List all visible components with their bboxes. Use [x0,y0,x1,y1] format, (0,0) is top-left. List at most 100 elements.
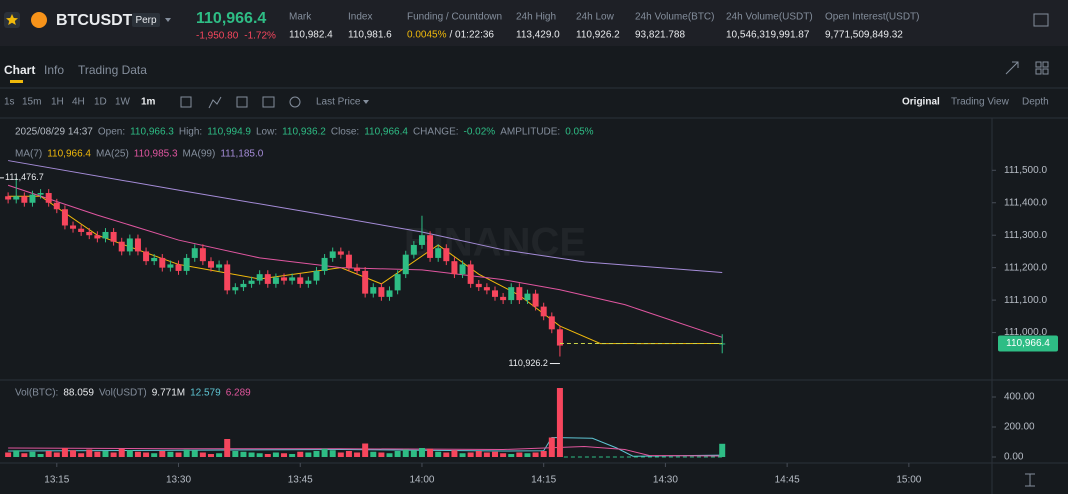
volume-bar [410,450,417,457]
candle-body [435,248,442,258]
candle-body [394,274,401,291]
calendar-button[interactable] [180,96,192,108]
price-type[interactable]: Last Price [316,97,361,108]
candle-body [492,290,498,297]
x-tick-label: 13:15 [44,475,69,486]
vol-ma-value: 6.289 [226,388,251,399]
candle-body [29,194,36,203]
ma-line [7,184,723,338]
candle-body [151,257,158,262]
stat-label: Funding / Countdown [407,12,502,23]
indicators-button[interactable] [208,96,222,109]
btc-icon [31,12,47,28]
candle-body [305,280,312,284]
layout-button-part [1042,68,1049,75]
candle-body [37,193,44,195]
candle-body [540,306,547,317]
interval[interactable]: 1H [51,97,64,108]
candle-body [118,241,125,252]
candle-body [475,283,482,288]
candle-body [240,283,247,288]
volume-bar [321,448,328,457]
candle-body [459,264,466,275]
volume-bar [313,451,320,457]
tab[interactable]: Chart [4,63,35,77]
volume-bar [281,453,288,457]
x-tick-label: 14:30 [653,475,678,486]
more-button[interactable] [1033,13,1049,27]
price-change-pct: -1.72% [244,31,276,42]
candle-body [427,235,434,258]
y-tick-label: 400.00 [1004,392,1035,403]
fullscreen-button[interactable] [1005,61,1019,75]
stat-value: 9,771,509,849.32 [825,30,903,41]
volume-bar [443,452,450,457]
volume-bar [548,437,555,457]
x-tick-label: 13:45 [288,475,313,486]
candle-body [13,196,20,200]
volume-bar [45,451,52,457]
volume-bar [151,453,158,457]
symbol[interactable]: BTCUSDT [56,12,133,29]
candle-body [199,248,206,262]
volume-bar [386,453,393,457]
candle-body [70,225,77,229]
volume-bar [475,451,482,457]
tab[interactable]: Info [44,63,64,77]
candle-body [281,277,288,281]
volume-bar [61,448,68,457]
volume-bar [508,454,515,457]
candle-body [483,287,490,291]
layout-button-part [1042,61,1049,68]
perp-badge [132,13,160,27]
candle-body [354,267,361,271]
volume-bar [86,449,93,457]
view-option[interactable]: Depth [1022,97,1049,108]
y-tick-label: 111,200.0 [1004,262,1047,273]
volume-bar [21,453,28,457]
y-tick-label: 111,500.0 [1004,165,1047,176]
scroll-to-end-button[interactable] [1025,473,1035,487]
volume-bar [500,453,507,457]
interval[interactable]: 1D [94,97,107,108]
volume-bar [191,450,198,457]
candle-body [78,228,85,232]
candle-body [61,209,68,226]
chart-type-button[interactable] [236,96,248,108]
volume-bar [345,451,352,457]
volume-bar [248,452,255,457]
stat-label: Index [348,12,372,23]
stat-value: 93,821.788 [635,30,685,41]
volume-bar [556,388,563,457]
interval[interactable]: 1W [115,97,131,108]
candle-body [289,277,296,281]
symbol-dropdown[interactable] [165,18,171,22]
candle-body [216,264,223,268]
interval[interactable]: 15m [22,97,41,108]
tab[interactable]: Trading Data [78,63,147,77]
candle-body [143,251,150,262]
vol-label: Vol(BTC): [15,388,58,399]
volume-bar [435,451,442,457]
volume-bar [297,451,304,457]
interval[interactable]: 4H [72,97,85,108]
ohlc-value: 110,966.4 [364,127,408,138]
snapshot-button[interactable] [289,96,301,108]
view-option[interactable]: Original [902,97,940,108]
interval[interactable]: 1s [4,97,15,108]
price-type-dropdown[interactable] [363,100,369,104]
layout-button[interactable] [1035,61,1042,68]
countdown: / 01:22:36 [449,30,494,41]
volume-bar [5,452,12,457]
volume-bar [540,451,547,457]
volume-bar [378,452,385,457]
y-tick-label: 0.00 [1004,452,1024,463]
vol-ma-value: 12.579 [190,388,221,399]
settings-button[interactable] [262,96,275,108]
vol-ma-line [8,436,723,457]
volume-bar [53,452,60,457]
view-option[interactable]: Trading View [951,97,1010,108]
interval[interactable]: 1m [141,97,156,108]
